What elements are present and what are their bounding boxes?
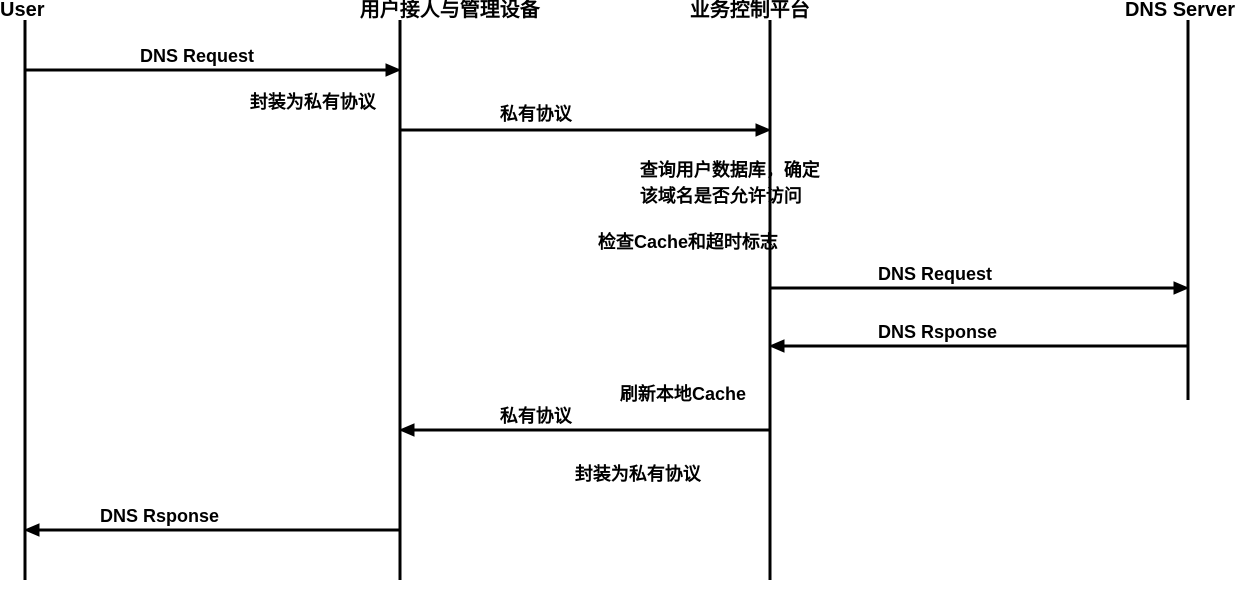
lifeline-label-user: User — [0, 0, 45, 21]
message-m3: DNS Request — [770, 264, 1188, 294]
message-label-m5: 私有协议 — [500, 405, 573, 426]
message-label-m2: 私有协议 — [500, 103, 573, 124]
lifeline-label-platform: 业务控制平台 — [690, 0, 810, 21]
message-m4: DNS Rsponse — [770, 322, 1188, 352]
message-m5: 私有协议 — [400, 405, 770, 436]
note-n2: 查询用户数据库，确定 — [640, 159, 820, 180]
note-n3: 该域名是否允许访问 — [640, 185, 802, 206]
message-label-m3: DNS Request — [878, 264, 992, 284]
message-m6: DNS Rsponse — [25, 506, 400, 536]
message-m2: 私有协议 — [400, 103, 770, 136]
message-label-m6: DNS Rsponse — [100, 506, 219, 526]
lifeline-label-dns: DNS Server — [1125, 0, 1235, 21]
message-label-m4: DNS Rsponse — [878, 322, 997, 342]
lifeline-label-access: 用户接人与管理设备 — [360, 0, 541, 21]
note-n1: 封装为私有协议 — [250, 91, 377, 112]
note-n4: 检查Cache和超时标志 — [598, 231, 778, 252]
note-n6: 封装为私有协议 — [575, 463, 702, 484]
message-m1: DNS Request — [25, 46, 400, 76]
note-n5: 刷新本地Cache — [620, 383, 746, 404]
message-label-m1: DNS Request — [140, 46, 254, 66]
